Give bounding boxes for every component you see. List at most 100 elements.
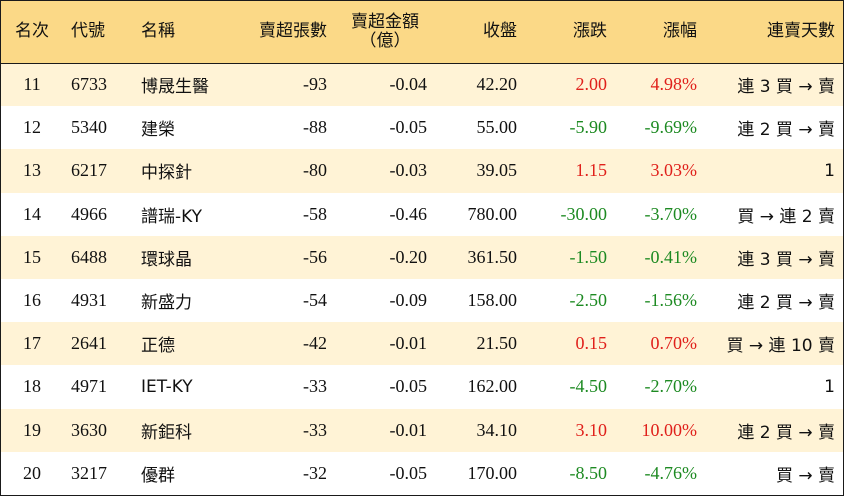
net-amount-cell: -0.20 [389, 246, 428, 267]
header-net-lots[interactable]: 賣超張數 [235, 1, 335, 64]
table-row[interactable]: 12 5340 建榮 -88 -0.05 55.00 -5.90 -9.69% … [1, 106, 843, 150]
net-lots-cell: -32 [303, 462, 327, 483]
streak-cell: 連 2 買 → 賣 [737, 293, 835, 314]
code-cell: 4971 [71, 376, 107, 397]
table-row[interactable]: 16 4931 新盛力 -54 -0.09 158.00 -2.50 -1.56… [1, 278, 843, 323]
name-cell[interactable]: 環球晶 [141, 249, 192, 270]
net-amount-cell: -0.09 [389, 290, 428, 311]
change-cell: 1.15 [575, 160, 608, 181]
pct-cell: -3.70% [644, 203, 698, 224]
header-code[interactable]: 代號 [63, 1, 133, 64]
name-cell[interactable]: 中探針 [141, 163, 192, 184]
header-change[interactable]: 漲跌 [525, 1, 615, 64]
change-cell: -8.50 [569, 462, 608, 483]
name-cell[interactable]: 新鉅科 [141, 422, 192, 443]
rank-cell: 18 [23, 376, 41, 397]
close-cell: 158.00 [467, 290, 518, 311]
net-amount-cell: -0.46 [389, 203, 428, 224]
table-row[interactable]: 13 6217 中探針 -80 -0.03 39.05 1.15 3.03% 1 [1, 149, 843, 193]
net-amount-cell: -0.05 [389, 376, 428, 397]
pct-cell: -1.56% [644, 290, 698, 311]
name-cell[interactable]: 博晟生醫 [141, 77, 209, 98]
streak-cell: 連 3 買 → 賣 [737, 77, 835, 98]
code-cell: 6488 [71, 246, 107, 267]
close-cell: 170.00 [467, 462, 518, 483]
net-amount-cell: -0.05 [389, 117, 428, 138]
rank-cell: 16 [23, 290, 41, 311]
code-cell: 4931 [71, 290, 107, 311]
rank-cell: 15 [23, 246, 41, 267]
header-net-amount-line2: （億） [359, 30, 411, 51]
rank-cell: 19 [23, 419, 41, 440]
code-cell: 3630 [71, 419, 107, 440]
rank-cell: 20 [23, 462, 41, 483]
net-amount-cell: -0.01 [389, 419, 428, 440]
change-cell: -4.50 [569, 376, 608, 397]
name-cell[interactable]: 譜瑞-KY [141, 206, 203, 227]
table-row[interactable]: 20 3217 優群 -32 -0.05 170.00 -8.50 -4.76%… [1, 451, 843, 495]
code-cell: 3217 [71, 462, 107, 483]
pct-cell: 3.03% [650, 160, 698, 181]
pct-cell: -4.76% [644, 462, 698, 483]
header-pct[interactable]: 漲幅 [615, 1, 705, 64]
net-lots-cell: -88 [303, 117, 327, 138]
name-cell[interactable]: 正德 [141, 336, 175, 357]
name-cell[interactable]: 優群 [141, 465, 175, 486]
code-cell: 6733 [71, 74, 107, 95]
code-cell: 2641 [71, 333, 107, 354]
change-cell: 3.10 [575, 419, 608, 440]
pct-cell: -9.69% [644, 117, 698, 138]
header-close[interactable]: 收盤 [435, 1, 525, 64]
header-name[interactable]: 名稱 [133, 1, 235, 64]
close-cell: 42.20 [476, 74, 518, 95]
streak-cell: 連 3 買 → 賣 [737, 249, 835, 270]
change-cell: 0.15 [575, 333, 608, 354]
table-row[interactable]: 11 6733 博晟生醫 -93 -0.04 42.20 2.00 4.98% … [1, 63, 843, 107]
net-lots-cell: -80 [303, 160, 327, 181]
table-row[interactable]: 17 2641 正德 -42 -0.01 21.50 0.15 0.70% 買 … [1, 322, 843, 366]
rank-cell: 12 [23, 117, 41, 138]
header-streak[interactable]: 連賣天數 [705, 1, 843, 64]
net-lots-cell: -54 [303, 290, 327, 311]
net-amount-cell: -0.05 [389, 462, 428, 483]
table-row[interactable]: 18 4971 IET-KY -33 -0.05 162.00 -4.50 -2… [1, 365, 843, 409]
header-net-amount[interactable]: 賣超金額 （億） [335, 1, 435, 64]
name-cell[interactable]: 建榮 [141, 120, 175, 141]
close-cell: 55.00 [476, 117, 518, 138]
close-cell: 780.00 [467, 203, 518, 224]
name-cell[interactable]: 新盛力 [141, 293, 192, 314]
table-row[interactable]: 14 4966 譜瑞-KY -58 -0.46 780.00 -30.00 -3… [1, 192, 843, 236]
net-amount-cell: -0.01 [389, 333, 428, 354]
header-net-amount-line1: 賣超金額 [351, 11, 419, 32]
pct-cell: 10.00% [641, 419, 698, 440]
net-amount-cell: -0.03 [389, 160, 428, 181]
code-cell: 5340 [71, 117, 107, 138]
streak-cell: 買 → 賣 [775, 465, 835, 486]
header-row: 名次 代號 名稱 賣超張數 賣超金額 （億） 收盤 漲跌 漲幅 連賣天數 [1, 1, 843, 64]
close-cell: 21.50 [476, 333, 518, 354]
streak-cell: 1 [824, 376, 835, 397]
rank-cell: 17 [23, 333, 41, 354]
pct-cell: -2.70% [644, 376, 698, 397]
code-cell: 6217 [71, 160, 107, 181]
net-lots-cell: -33 [303, 419, 327, 440]
streak-cell: 連 2 買 → 賣 [737, 422, 835, 443]
close-cell: 361.50 [467, 246, 518, 267]
net-lots-cell: -58 [303, 203, 327, 224]
change-cell: -5.90 [569, 117, 608, 138]
change-cell: -2.50 [569, 290, 608, 311]
net-lots-cell: -33 [303, 376, 327, 397]
name-cell[interactable]: IET-KY [141, 376, 193, 397]
change-cell: 2.00 [575, 74, 608, 95]
rank-cell: 14 [23, 203, 41, 224]
header-rank[interactable]: 名次 [1, 1, 63, 64]
net-lots-cell: -93 [303, 74, 327, 95]
table-body: 11 6733 博晟生醫 -93 -0.04 42.20 2.00 4.98% … [1, 63, 843, 495]
close-cell: 39.05 [476, 160, 518, 181]
close-cell: 162.00 [467, 376, 518, 397]
streak-cell: 連 2 買 → 賣 [737, 120, 835, 141]
table-row[interactable]: 19 3630 新鉅科 -33 -0.01 34.10 3.10 10.00% … [1, 408, 843, 452]
table-row[interactable]: 15 6488 環球晶 -56 -0.20 361.50 -1.50 -0.41… [1, 235, 843, 279]
